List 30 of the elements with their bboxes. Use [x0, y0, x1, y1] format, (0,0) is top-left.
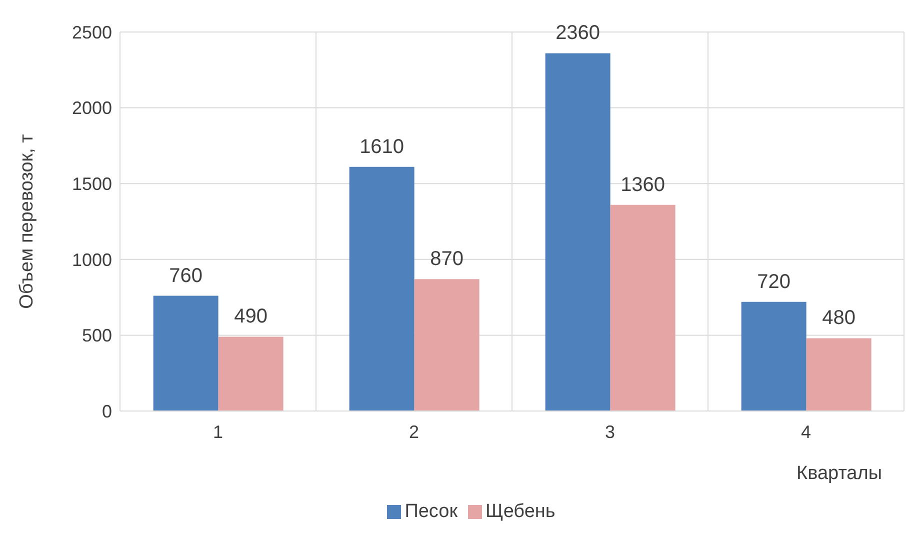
legend-label: Щебень	[486, 501, 556, 522]
data-label: 490	[234, 306, 268, 328]
y-tick-label: 2500	[72, 22, 112, 42]
data-label: 2360	[556, 22, 600, 44]
bar	[349, 166, 414, 411]
bar	[545, 53, 610, 411]
y-axis-title: Объем перевозок, т	[16, 134, 38, 309]
bar	[414, 279, 480, 411]
y-tick-label: 500	[82, 326, 112, 346]
y-tick-label: 2000	[72, 98, 112, 118]
x-tick-label: 4	[800, 422, 812, 442]
x-tick-label: 2	[408, 422, 420, 442]
data-label: 760	[169, 264, 203, 287]
y-tick-label: 0	[102, 401, 112, 422]
bar	[806, 338, 872, 411]
bar	[610, 204, 676, 411]
x-tick-label: 3	[604, 422, 616, 442]
data-label: 1360	[620, 174, 666, 196]
y-tick-label: 1000	[72, 250, 112, 270]
bar	[153, 296, 218, 411]
data-label: 480	[822, 307, 856, 330]
bar	[741, 302, 806, 411]
data-label: 1610	[360, 136, 404, 158]
data-label: 870	[430, 248, 464, 270]
legend-label: Песок	[404, 501, 458, 522]
y-tick-label: 1500	[72, 174, 112, 194]
data-label: 720	[757, 270, 791, 293]
x-tick-label: 1	[212, 422, 224, 442]
x-axis-title: Кварталы	[796, 463, 882, 484]
bar	[218, 336, 284, 411]
